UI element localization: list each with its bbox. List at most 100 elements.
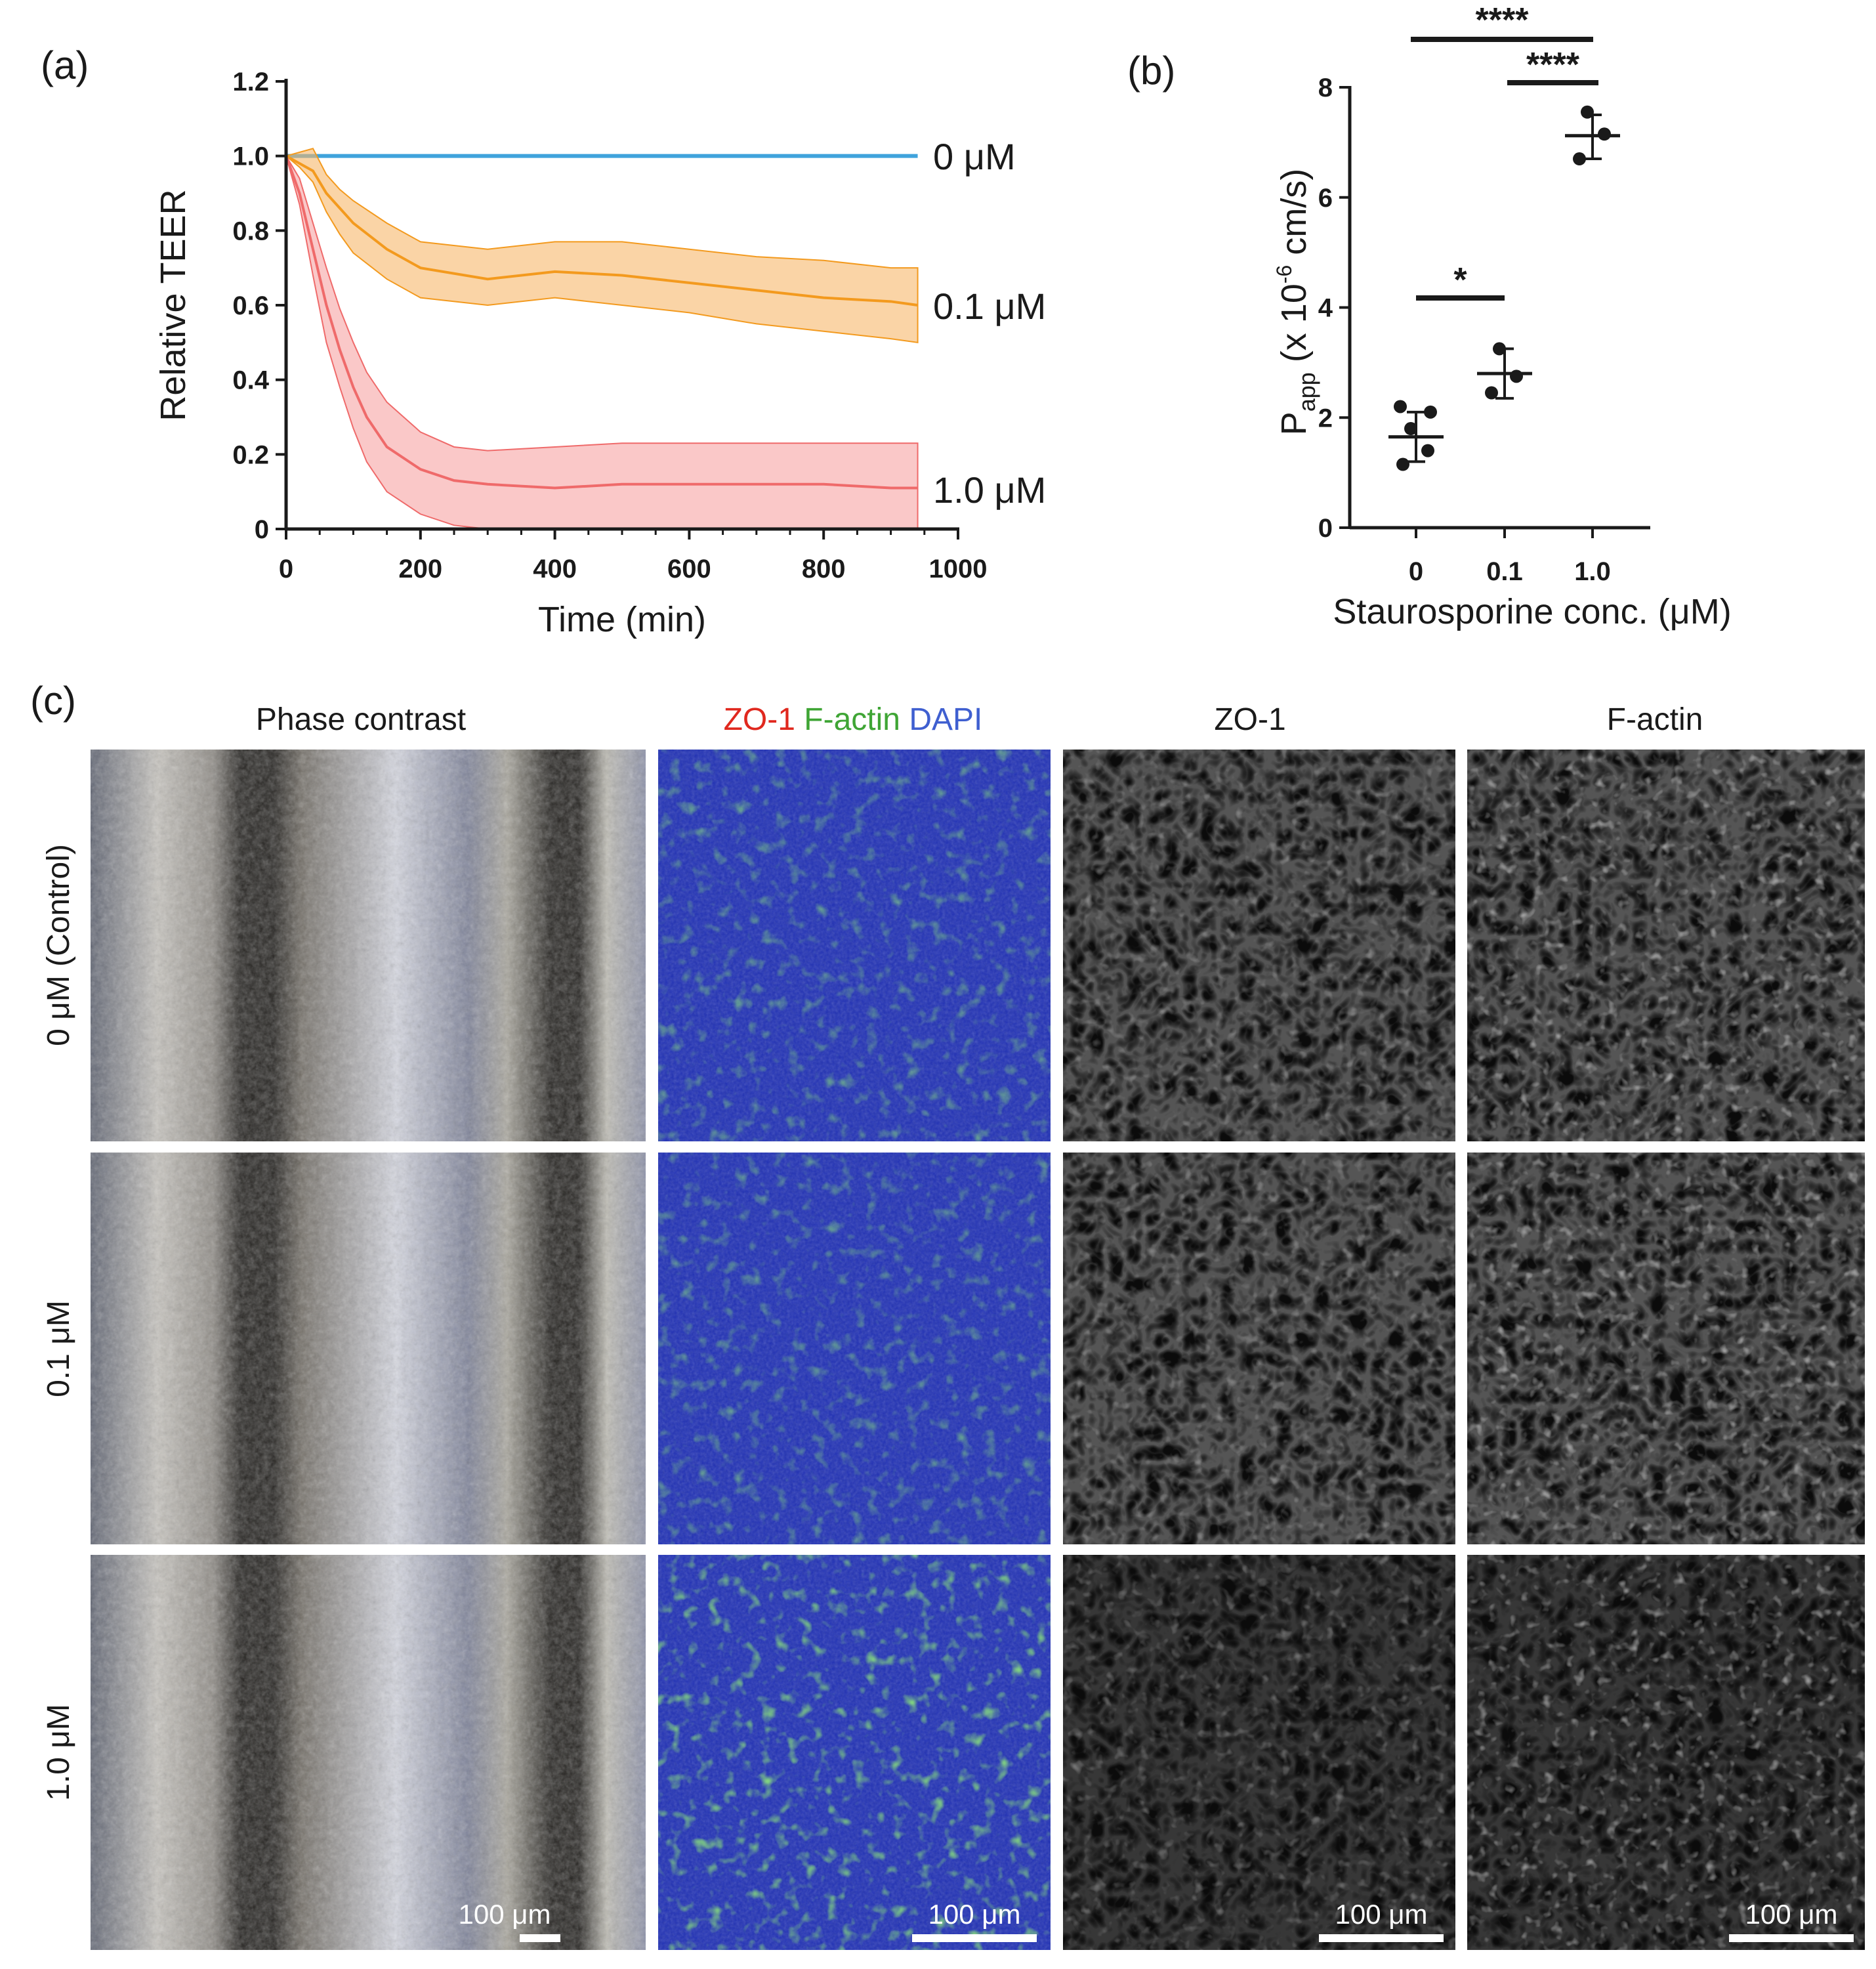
label-0uM: 0 μM bbox=[933, 136, 1016, 177]
data-point-0.1 bbox=[1510, 370, 1523, 383]
b-y-tick-label-4: 4 bbox=[1318, 294, 1333, 323]
b-y-tick-label-6: 6 bbox=[1318, 184, 1333, 213]
scale-bar bbox=[912, 1934, 1037, 1942]
x-tick-label-400: 400 bbox=[533, 555, 577, 583]
micrograph-r2-c0: 100 μm bbox=[91, 1555, 646, 1950]
merged-factin-word: F-actin bbox=[804, 702, 900, 737]
scale-bar bbox=[1729, 1934, 1854, 1942]
y-tick-label-0: 0 bbox=[255, 515, 269, 544]
y-tick-label-0.8: 0.8 bbox=[232, 217, 269, 245]
panel-b-y-axis-label: Papp (x 10-6 cm/s) bbox=[1272, 169, 1320, 436]
panel-a: (a) 0 0.2 0.4 0.6 0.8 1.0 1.2 0 200 400 600 800 1000… bbox=[41, 43, 1046, 639]
row-header-control: 0 μM (Control) bbox=[41, 844, 76, 1046]
col-header-merged: ZO-1 F-actin DAPI bbox=[724, 702, 983, 737]
ylabel-pre: (x 10 bbox=[1274, 284, 1314, 372]
x-tick-label-600: 600 bbox=[667, 555, 711, 583]
factin-signal bbox=[658, 1153, 1051, 1544]
micrograph-r1-c0 bbox=[91, 1153, 646, 1544]
series-line-1.0 μM bbox=[285, 155, 918, 490]
data-point-1.0 bbox=[1581, 105, 1594, 119]
scale-bar bbox=[520, 1934, 560, 1942]
scale-bar-label: 100 μm bbox=[1335, 1899, 1428, 1930]
sig-label-1: **** bbox=[1526, 46, 1580, 84]
merged-dapi-word: DAPI bbox=[909, 702, 982, 737]
b-x-tick-label-1.0: 1.0 bbox=[1574, 557, 1611, 586]
label-1-0uM: 1.0 μM bbox=[933, 469, 1046, 511]
col-header-zo1: ZO-1 bbox=[1214, 702, 1285, 737]
sig-label-0: **** bbox=[1476, 1, 1530, 39]
row-header-1-0uM: 1.0 μM bbox=[41, 1704, 76, 1801]
ylabel-app: app bbox=[1293, 372, 1320, 412]
micrograph-r2-c3: 100 μm bbox=[1467, 1555, 1865, 1950]
x-tick-label-800: 800 bbox=[802, 555, 846, 583]
col-header-phase-contrast: Phase contrast bbox=[256, 702, 466, 737]
ylabel-post: cm/s) bbox=[1274, 169, 1314, 265]
data-point-0 bbox=[1421, 444, 1434, 457]
sig-label-2: * bbox=[1453, 261, 1467, 299]
y-tick-label-0.4: 0.4 bbox=[232, 366, 269, 395]
micrograph-r0-c3 bbox=[1467, 750, 1865, 1141]
b-x-tick-label-0.1: 0.1 bbox=[1486, 557, 1523, 586]
panel-c-tag: (c) bbox=[30, 679, 76, 723]
micrograph-r0-c1 bbox=[658, 750, 1051, 1141]
micrograph-r1-c2 bbox=[1063, 1153, 1455, 1544]
data-point-0 bbox=[1396, 457, 1409, 471]
label-0-1uM: 0.1 μM bbox=[933, 286, 1046, 327]
ylabel-exp: -6 bbox=[1272, 265, 1296, 284]
series-line-0.1 μM bbox=[285, 154, 918, 307]
data-point-1.0 bbox=[1573, 152, 1586, 166]
col-header-factin: F-actin bbox=[1607, 702, 1703, 737]
bright-clusters bbox=[1063, 1555, 1455, 1950]
micrograph-r0-c2 bbox=[1063, 750, 1455, 1141]
data-point-0.1 bbox=[1493, 342, 1506, 356]
scale-bar bbox=[1319, 1934, 1444, 1942]
merged-zo1-word: ZO-1 bbox=[724, 702, 795, 737]
phase-grain bbox=[91, 750, 646, 1141]
y-tick-label-0.6: 0.6 bbox=[232, 291, 269, 320]
x-tick-label-200: 200 bbox=[398, 555, 442, 583]
bright-clusters bbox=[1063, 750, 1455, 1141]
y-tick-label-1.2: 1.2 bbox=[232, 68, 269, 96]
bright-clusters bbox=[1467, 750, 1865, 1141]
phase-grain bbox=[91, 1555, 646, 1950]
panel-a-tag: (a) bbox=[41, 43, 89, 87]
micrograph-r1-c3 bbox=[1467, 1153, 1865, 1544]
b-y-tick-label-2: 2 bbox=[1318, 404, 1333, 433]
panel-b-tag: (b) bbox=[1127, 49, 1175, 93]
micrograph-r2-c2: 100 μm bbox=[1063, 1555, 1455, 1950]
y-tick-label-1.0: 1.0 bbox=[232, 142, 269, 171]
x-tick-label-1000: 1000 bbox=[929, 555, 988, 583]
b-x-tick-label-0: 0 bbox=[1409, 557, 1423, 586]
micrograph-r2-c1: 100 μm bbox=[658, 1555, 1051, 1950]
scale-bar-label: 100 μm bbox=[928, 1899, 1021, 1930]
panel-a-plot-area: 0 0.2 0.4 0.6 0.8 1.0 1.2 0 200 400 600 800 1000 bbox=[232, 68, 987, 583]
ylabel-p: P bbox=[1274, 412, 1314, 435]
factin-signal bbox=[658, 1555, 1051, 1950]
panel-a-y-axis-label: Relative TEER bbox=[154, 189, 193, 421]
b-y-tick-label-8: 8 bbox=[1318, 74, 1333, 102]
data-point-0 bbox=[1424, 405, 1437, 419]
band-1.0 μM bbox=[285, 156, 919, 530]
bright-clusters bbox=[1467, 1153, 1865, 1544]
scale-bar-label: 100 μm bbox=[459, 1899, 551, 1930]
data-point-1.0 bbox=[1598, 127, 1611, 141]
data-point-0.1 bbox=[1485, 386, 1498, 400]
row-header-0-1uM: 0.1 μM bbox=[41, 1300, 76, 1397]
scale-bar-label: 100 μm bbox=[1745, 1899, 1838, 1930]
data-point-0 bbox=[1404, 422, 1417, 436]
panel-c: (c) Phase contrast ZO-1 F-actin DAPI ZO-… bbox=[30, 679, 1865, 1950]
bright-clusters bbox=[1063, 1153, 1455, 1544]
micrograph-r0-c0 bbox=[91, 750, 646, 1141]
micrograph-r1-c1 bbox=[658, 1153, 1051, 1544]
micrograph-grid: 100 μm 100 μm 100 μm 100 μm bbox=[91, 750, 1865, 1950]
phase-grain bbox=[91, 1153, 646, 1544]
panel-a-x-axis-label: Time (min) bbox=[538, 600, 706, 639]
data-point-0 bbox=[1394, 400, 1407, 413]
bright-clusters bbox=[1467, 1555, 1865, 1950]
y-tick-label-0.2: 0.2 bbox=[232, 440, 269, 469]
b-y-tick-label-0: 0 bbox=[1318, 514, 1333, 543]
factin-signal bbox=[658, 750, 1051, 1141]
